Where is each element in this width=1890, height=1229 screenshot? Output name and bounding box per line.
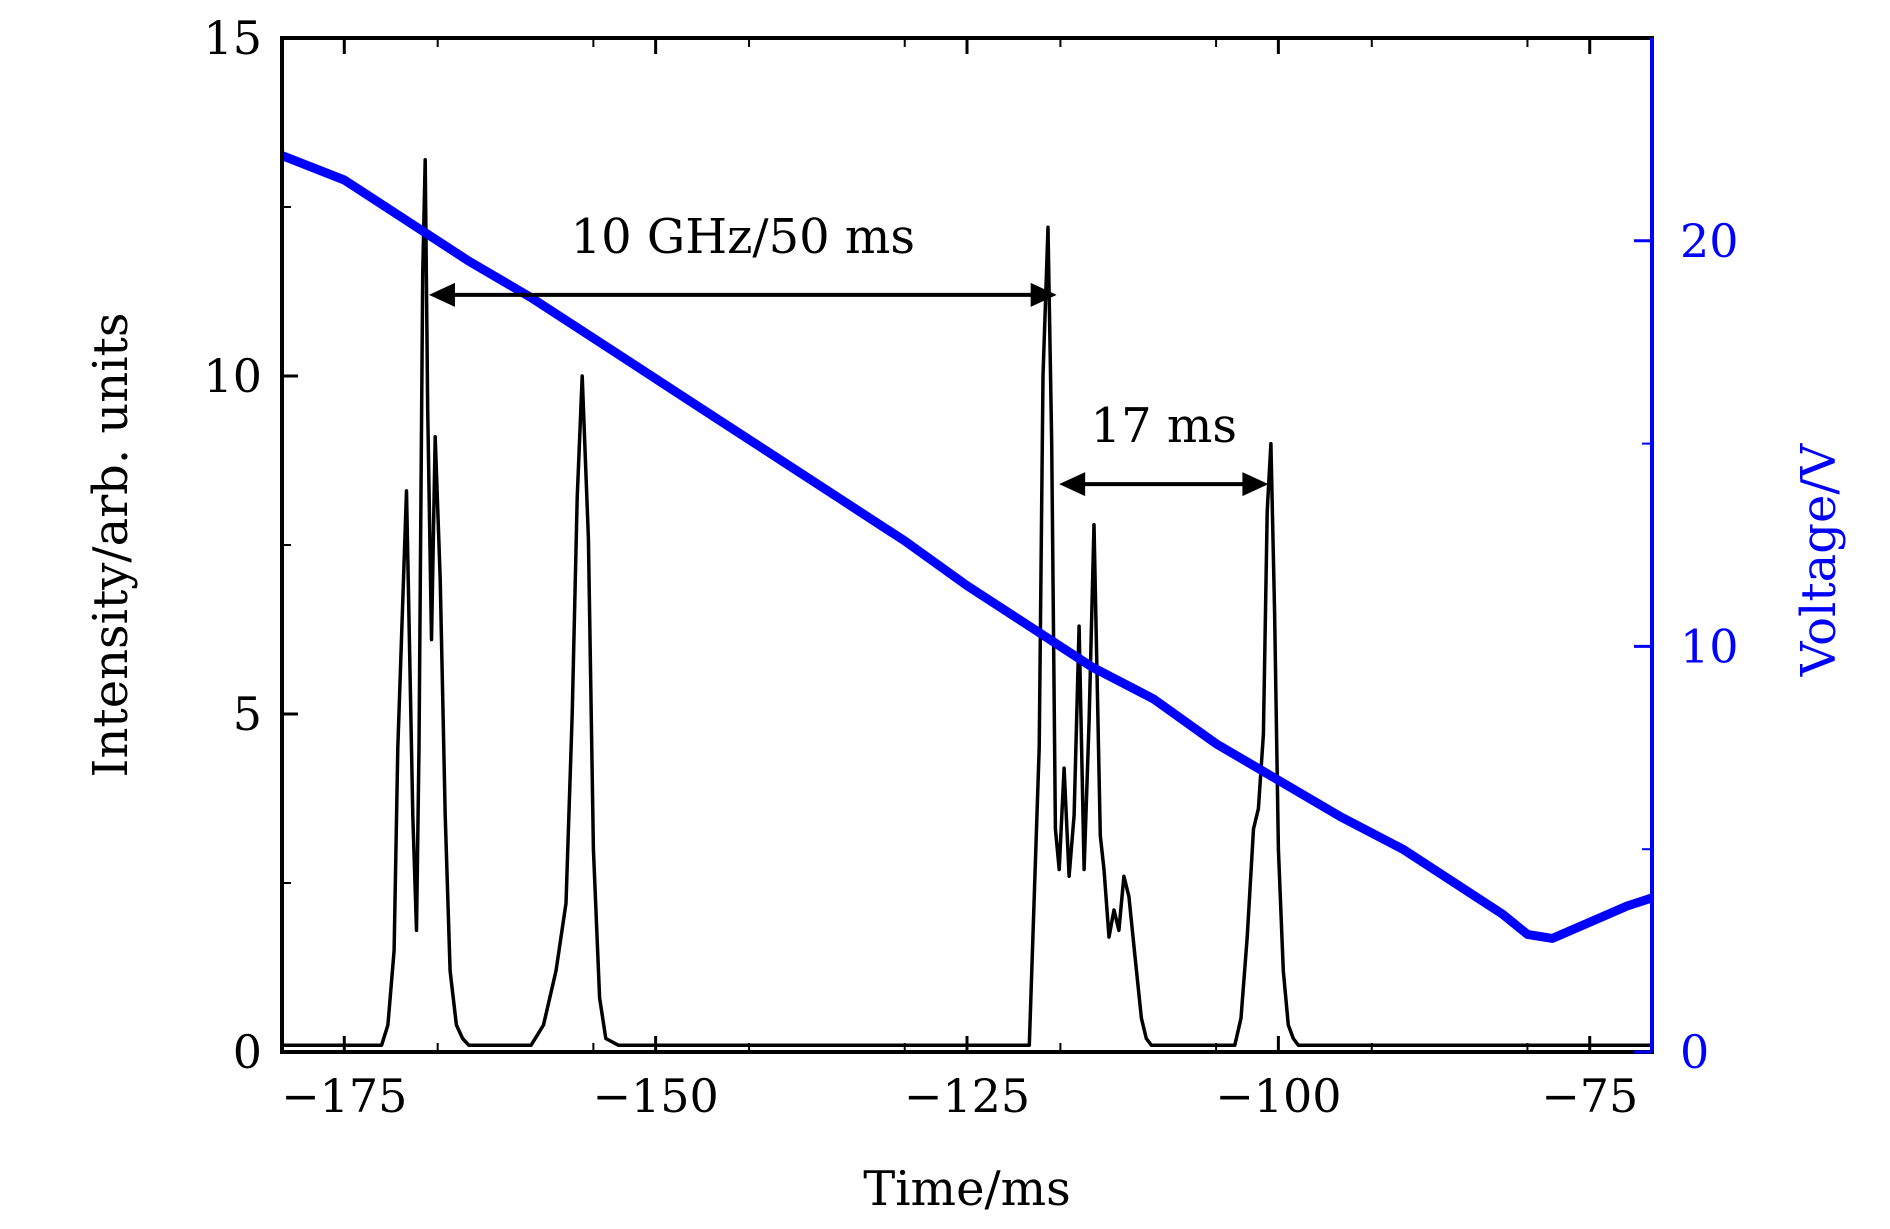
- y2-tick-label: 10: [1680, 619, 1739, 673]
- x-axis-title: Time/ms: [863, 1161, 1071, 1217]
- y-tick-label: 5: [233, 687, 262, 741]
- x-tick-label: −150: [592, 1069, 718, 1123]
- annotation-arrowhead-left: [1059, 472, 1086, 497]
- annotation-label: 17 ms: [1091, 398, 1237, 454]
- annotation-layer: 10 GHz/50 ms 17 ms: [428, 209, 1269, 497]
- y2-tick-label: 0: [1680, 1025, 1709, 1079]
- plot-frame: [280, 36, 1654, 1054]
- y2-axis-title: Voltage/V: [1791, 442, 1847, 677]
- annotation-label: 10 GHz/50 ms: [571, 209, 915, 265]
- x-tick-label: −125: [904, 1069, 1030, 1123]
- x-tick-label: −175: [281, 1069, 407, 1123]
- x-tick-label: −100: [1215, 1069, 1341, 1123]
- x-tick-label: −75: [1541, 1069, 1638, 1123]
- voltage-series-line: [282, 151, 1652, 943]
- intensity-series-line: [282, 157, 1652, 1047]
- y-axis-title: Intensity/arb. units: [83, 313, 139, 778]
- annotation-arrowhead-right: [1030, 282, 1057, 307]
- annotation-arrowhead-right: [1242, 472, 1269, 497]
- y-tick-label: 15: [203, 11, 262, 65]
- y-tick-label: 10: [203, 349, 262, 403]
- y2-tick-label: 20: [1680, 214, 1739, 268]
- y-tick-label: 0: [233, 1025, 262, 1079]
- annotation-arrowhead-left: [428, 282, 455, 307]
- axes-layer: −175 −150 −125 −100 −75 0 5 10 15 0 10 20: [203, 11, 1738, 1123]
- series-layer: [282, 151, 1652, 1047]
